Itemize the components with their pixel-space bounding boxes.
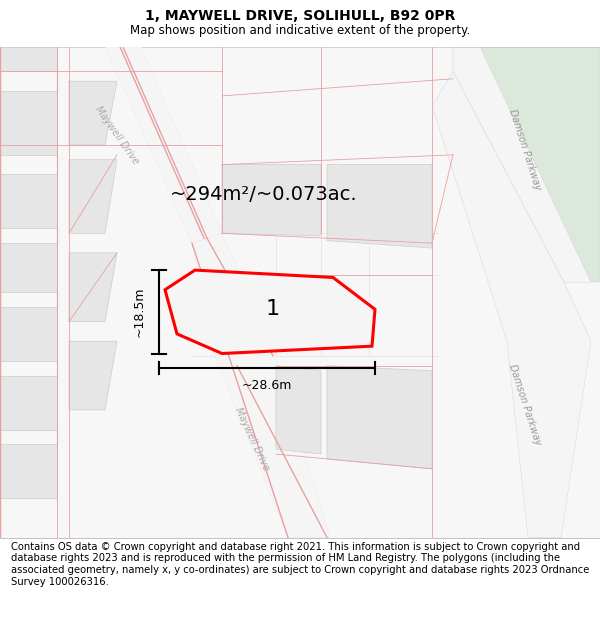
Polygon shape [0,376,57,429]
Text: Damson Parkway: Damson Parkway [507,363,543,447]
Text: Maywell Drive: Maywell Drive [233,406,271,472]
Polygon shape [222,164,321,236]
Polygon shape [0,243,57,292]
Polygon shape [480,47,600,282]
Polygon shape [69,341,117,410]
Polygon shape [0,307,57,361]
Polygon shape [0,174,57,228]
Text: ~294m²/~0.073ac.: ~294m²/~0.073ac. [170,184,358,204]
Polygon shape [69,81,117,145]
Polygon shape [327,164,432,248]
Polygon shape [276,366,321,454]
Text: ~18.5m: ~18.5m [133,286,146,337]
Text: Map shows position and indicative extent of the property.: Map shows position and indicative extent… [130,24,470,36]
Polygon shape [69,253,117,322]
Text: Contains OS data © Crown copyright and database right 2021. This information is : Contains OS data © Crown copyright and d… [11,542,589,587]
Text: Maywell Drive: Maywell Drive [93,104,141,166]
Polygon shape [213,351,330,538]
Text: Damson Parkway: Damson Parkway [507,108,543,192]
Polygon shape [327,366,432,469]
Polygon shape [105,47,222,243]
Text: 1, MAYWELL DRIVE, SOLIHULL, B92 0PR: 1, MAYWELL DRIVE, SOLIHULL, B92 0PR [145,9,455,23]
Polygon shape [432,71,591,538]
Polygon shape [0,91,57,155]
Text: 1: 1 [266,299,280,319]
Polygon shape [165,270,375,354]
Polygon shape [69,160,117,233]
Text: ~28.6m: ~28.6m [242,379,292,392]
Polygon shape [0,444,57,498]
Polygon shape [0,47,57,71]
Polygon shape [453,47,591,282]
Polygon shape [192,233,276,366]
